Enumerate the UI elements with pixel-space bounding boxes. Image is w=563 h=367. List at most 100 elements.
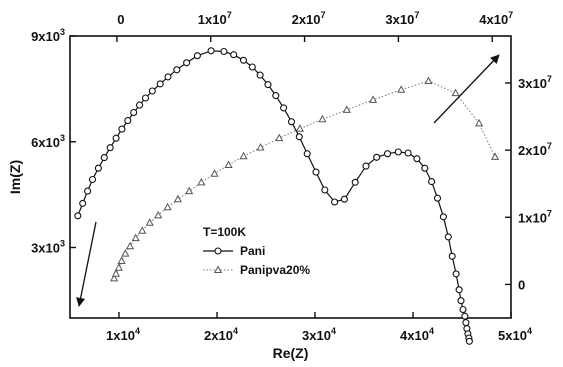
series-line-pani (77, 50, 470, 342)
data-point-pani (421, 164, 429, 172)
data-point-pani (100, 154, 108, 162)
x-top-tick-label: 2x107 (292, 10, 326, 27)
data-point-pani (239, 56, 248, 64)
data-point-panipva20 (451, 88, 460, 97)
data-point-pani (156, 80, 164, 88)
data-point-pani (88, 175, 97, 184)
data-point-pani (303, 150, 311, 158)
data-point-panipva20 (475, 118, 484, 127)
data-point-pani (461, 312, 469, 320)
data-point-panipva20 (125, 241, 135, 250)
x-bottom-tick-label: 5x104 (498, 326, 532, 343)
x-top-tick-label: 1x107 (198, 10, 232, 27)
data-point-panipva20 (239, 151, 248, 160)
data-point-panipva20 (145, 218, 154, 226)
data-point-panipva20 (275, 133, 284, 142)
legend-label-panipva20: Panipva20% (240, 263, 310, 277)
data-point-pani (136, 101, 144, 109)
data-point-panipva20 (173, 194, 182, 203)
legend-marker-panipva20 (213, 265, 223, 274)
data-point-pani (183, 59, 191, 67)
data-point-pani (280, 104, 288, 112)
y-right-tick-label: 3x107 (518, 74, 552, 91)
data-point-panipva20 (490, 152, 500, 160)
legend: T=100K Pani Panipva20% (203, 225, 310, 277)
x-bottom-tick-label: 4x104 (400, 326, 434, 343)
data-point-pani (164, 73, 172, 81)
data-point-panipva20 (210, 169, 219, 177)
data-point-panipva20 (368, 95, 378, 103)
data-point-pani (295, 133, 303, 141)
data-point-panipva20 (342, 105, 351, 113)
data-point-pani (462, 319, 470, 327)
data-point-pani (459, 305, 467, 314)
data-point-panipva20 (110, 273, 119, 282)
data-point-panipva20 (154, 210, 163, 219)
data-point-pani (148, 87, 156, 95)
axes-layer: 1x104 2x104 3x104 4x104 5x104 3x103 6x103 9x103… (7, 10, 552, 361)
y-left-tick-label: 9x103 (31, 27, 65, 44)
data-point-pani (428, 178, 436, 186)
data-point-panipva20 (295, 124, 304, 132)
data-point-panipva20 (121, 249, 130, 257)
legend-marker-pani (214, 247, 222, 255)
data-point-pani (106, 144, 114, 152)
data-point-pani (130, 108, 138, 117)
series-layer (74, 47, 500, 345)
arrow-left-axis (76, 221, 97, 307)
data-point-panipva20 (138, 226, 147, 234)
x-axis-label: Re(Z) (273, 345, 309, 361)
data-point-panipva20 (114, 263, 123, 271)
plot-frame (69, 35, 512, 319)
data-point-pani (230, 51, 238, 59)
data-point-pani (118, 125, 126, 133)
data-point-pani (413, 155, 421, 163)
data-point-panipva20 (424, 76, 433, 85)
data-point-pani (439, 213, 447, 221)
x-bottom-tick-label: 1x104 (106, 326, 140, 343)
data-point-pani (79, 199, 87, 207)
data-point-pani (433, 194, 442, 202)
data-point-panipva20 (111, 269, 121, 277)
data-point-pani (173, 66, 181, 74)
data-point-pani (465, 337, 473, 345)
data-point-pani (272, 92, 280, 100)
y-right-tick-label: 1x107 (518, 208, 552, 225)
data-point-pani (264, 81, 272, 89)
data-point-pani (457, 297, 465, 305)
x-top-tick-label: 0 (117, 12, 124, 27)
data-point-pani (312, 168, 320, 176)
annotation-layer (76, 54, 500, 307)
data-point-panipva20 (185, 186, 194, 195)
data-point-panipva20 (397, 85, 406, 93)
data-point-pani (404, 149, 412, 157)
x-bottom-tick-label: 2x104 (204, 326, 238, 343)
data-point-pani (340, 195, 348, 203)
data-point-pani (220, 47, 228, 56)
data-point-pani (373, 153, 381, 161)
x-top-tick-label: 3x107 (385, 10, 419, 27)
series-line-panipva20 (113, 80, 496, 279)
data-point-pani (383, 150, 392, 158)
data-point-pani (321, 186, 329, 194)
y-left-tick-label: 3x103 (31, 239, 65, 256)
data-point-pani (448, 252, 456, 260)
data-point-pani (141, 94, 150, 102)
data-point-panipva20 (224, 160, 233, 168)
data-point-pani (362, 162, 370, 170)
data-point-pani (455, 286, 463, 294)
data-point-panipva20 (117, 256, 126, 264)
data-point-pani (331, 198, 339, 206)
arrow-right-axis (433, 54, 500, 124)
legend-title: T=100K (203, 225, 246, 239)
data-point-pani (351, 178, 359, 186)
data-point-pani (112, 134, 120, 142)
legend-label-pani: Pani (240, 244, 265, 258)
data-point-panipva20 (163, 202, 172, 211)
data-point-pani (452, 270, 460, 278)
data-point-panipva20 (256, 143, 265, 151)
y-right-tick-label: 2x107 (518, 141, 552, 158)
y-axis-label: Im(Z) (7, 160, 23, 194)
x-top-tick-label: 4x107 (479, 10, 513, 27)
y-right-tick-label: 0 (518, 277, 525, 292)
